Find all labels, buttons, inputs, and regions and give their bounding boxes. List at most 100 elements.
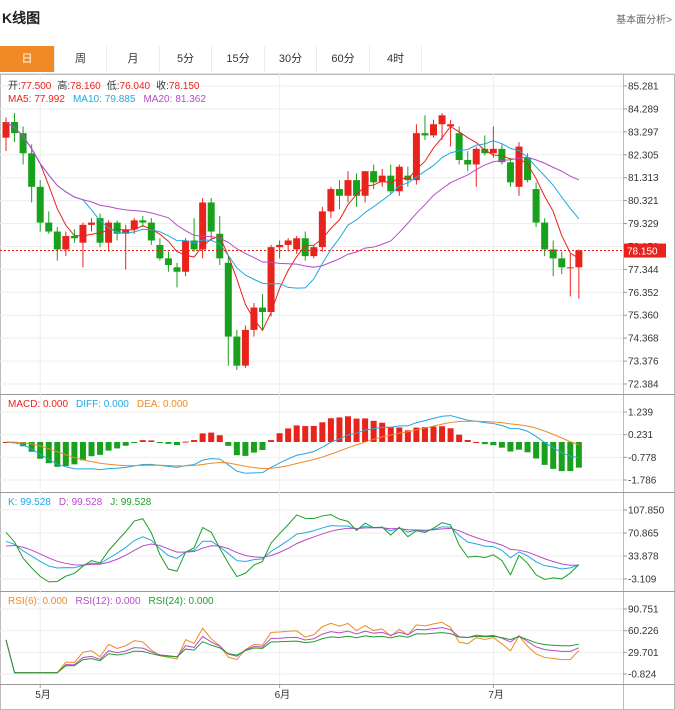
candle-body [164,258,172,266]
candle-body [2,122,10,138]
macd-bar [88,442,95,457]
macd-bar [122,442,129,446]
candle-body [293,238,301,250]
y-tick-label: 29.701 [628,648,659,659]
chart-area: 85.281 84.289 83.297 82.305 81.313 80.321 79.3… [0,74,675,710]
macd-bar [268,440,275,442]
candle-body [88,222,95,225]
candle-body [130,220,138,230]
candle-body [105,222,113,243]
candle-body [378,175,386,183]
candle-body [28,153,36,187]
candle-body [541,222,549,250]
tab-5min[interactable]: 5分 [160,46,212,72]
last-price-label: 78.150 [627,247,658,258]
candle-body [318,211,326,248]
y-tick-label: 1.239 [628,408,653,419]
candle-body [566,267,574,269]
macd-bar [216,435,223,442]
candle-body [532,189,540,223]
y-tick-label: 84.289 [628,104,659,115]
macd-panel: MACD: 0.000 DIFF: 0.000 DEA: 0.000 [3,399,582,474]
ohlc-open: 77.500 [21,81,52,92]
macd-bar [20,442,27,447]
candle-body [301,238,309,257]
tab-30min[interactable]: 30分 [265,46,317,72]
macd-bar [105,442,112,451]
candle-body [79,224,87,243]
candle-body [190,240,198,250]
candle-body [447,124,455,127]
diff-line [5,415,579,474]
tab-60min[interactable]: 60分 [317,46,370,72]
macd-bar [79,442,86,461]
y-tick-label: 80.321 [628,196,659,207]
y-tick-label: 79.329 [628,219,659,230]
dea-line [5,420,580,470]
macd-bar [242,442,249,456]
indicator-label: J: 99.528 [110,497,152,508]
y-tick-label: 85.281 [628,82,659,93]
macd-bar [156,442,163,443]
candle-body [36,186,44,223]
macd-bar [285,428,292,442]
tab-15min[interactable]: 15分 [212,46,265,72]
macd-bar [208,432,215,442]
candle-body [241,329,249,366]
macd-bar [379,422,386,442]
candle-body [70,236,78,239]
indicator-label: D: 99.528 [59,497,103,508]
ohlc-high-label: 高: [57,79,70,92]
macd-bar [310,425,317,442]
macd-bar [233,442,240,456]
tab-month[interactable]: 月 [107,46,160,72]
macd-bar [191,440,198,442]
macd-bar [250,442,257,453]
macd-bar [396,427,403,442]
candle-body [412,133,420,181]
tab-week[interactable]: 周 [55,46,107,72]
indicator-label: RSI(24): 0.000 [149,596,214,607]
macd-bar [421,427,428,442]
chart-grid: 85.281 84.289 83.297 82.305 81.313 80.321 79.3… [0,74,675,710]
y-tick-label: 74.368 [628,334,659,345]
macd-bar [174,442,180,446]
y-tick-label: -1.786 [628,476,657,487]
candle-body [259,307,266,312]
ma-info: MA5: 77.992 MA10: 79.885 MA20: 81.362 [8,94,206,105]
period-tabs: 日 周 月 5分 15分 30分 60分 4时 [0,46,675,74]
tab-day[interactable]: 日 [0,46,55,72]
y-tick-label: 83.297 [628,127,659,138]
y-tick-label: -0.824 [628,670,657,681]
ohlc-close-label: 收: [156,79,169,92]
tab-4hour[interactable]: 4时 [370,46,422,72]
candle-body [207,202,215,232]
candle-body [224,262,232,337]
ma10-line [5,121,580,289]
macd-bar [541,442,548,465]
candle-body [310,247,318,257]
x-tick-label: 6月 [275,689,291,701]
candle-body [481,148,489,154]
macd-bar [148,440,155,442]
candle-body [62,236,70,250]
macd-bar [533,442,540,459]
candle-body [147,222,155,241]
ohlc-info: 开:77.500 高:78.160 低:76.040 收:78.150 [8,79,200,92]
candle-body [558,258,566,268]
candle-body [199,202,207,250]
indicator-label: RSI(12): 0.000 [75,596,140,607]
ohlc-low: 76.040 [120,81,151,92]
candle-body [327,189,335,212]
macd-bar [54,442,61,467]
candle-body [370,171,378,183]
indicator-label: MACD: 0.000 [8,399,68,410]
y-tick-label: 90.751 [628,605,659,616]
macd-bar [387,426,394,442]
macd-bar [550,442,557,469]
candle-body [267,247,275,312]
fundamental-analysis-link[interactable]: 基本面分析> [616,15,672,26]
ma-value: 77.992 [34,94,65,105]
ma20-line [5,121,580,268]
indicator-labels: RSI(6): 0.000 RSI(12): 0.000 RSI(24): 0.00… [8,596,214,607]
